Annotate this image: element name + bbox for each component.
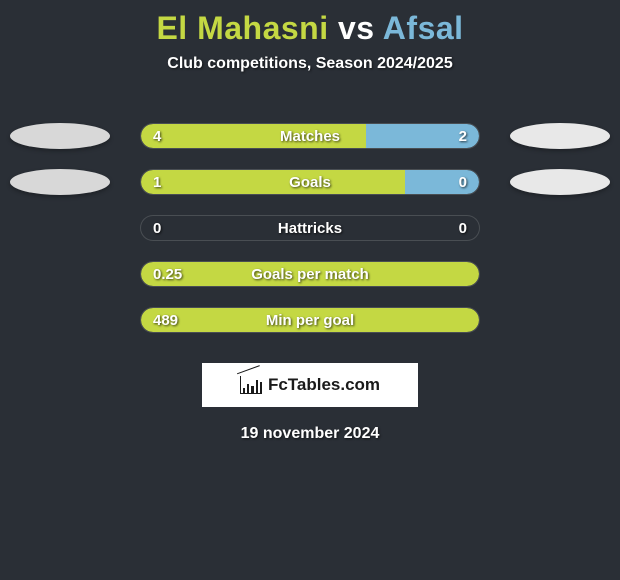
stat-bar-track: 42Matches (140, 123, 480, 149)
title-player1: El Mahasni (156, 10, 328, 46)
player-ellipse-right (510, 123, 610, 149)
stat-row: 10Goals (0, 159, 620, 205)
logo-text: FcTables.com (268, 375, 380, 395)
stat-label: Goals per match (141, 262, 479, 286)
stat-row: 489Min per goal (0, 297, 620, 343)
stat-label: Matches (141, 124, 479, 148)
stat-row: 00Hattricks (0, 205, 620, 251)
stat-label: Hattricks (141, 216, 479, 240)
stat-bar-track: 489Min per goal (140, 307, 480, 333)
stat-row: 0.25Goals per match (0, 251, 620, 297)
stats-chart: 42Matches 10Goals 00Hattricks 0.25Goals per… (0, 113, 620, 343)
bar-chart-icon (240, 376, 262, 394)
page-title: El Mahasni vs Afsal (0, 0, 620, 47)
date-label: 19 november 2024 (0, 425, 620, 443)
stat-bar-track: 00Hattricks (140, 215, 480, 241)
stat-label: Min per goal (141, 308, 479, 332)
player-ellipse-left (10, 123, 110, 149)
stat-row: 42Matches (0, 113, 620, 159)
player-ellipse-left (10, 169, 110, 195)
title-vs: vs (338, 10, 375, 46)
stat-bar-track: 10Goals (140, 169, 480, 195)
stat-bar-track: 0.25Goals per match (140, 261, 480, 287)
subtitle: Club competitions, Season 2024/2025 (0, 55, 620, 73)
logo-box: FcTables.com (202, 363, 418, 407)
title-player2: Afsal (383, 10, 464, 46)
stat-label: Goals (141, 170, 479, 194)
player-ellipse-right (510, 169, 610, 195)
